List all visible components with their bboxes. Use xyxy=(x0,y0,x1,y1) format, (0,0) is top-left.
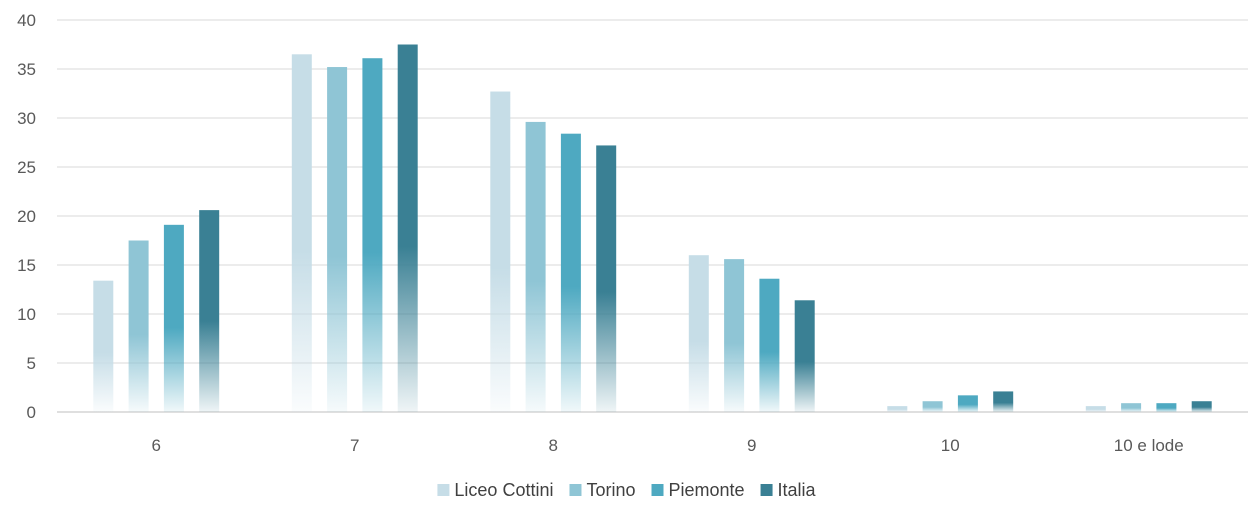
x-tick-label: 10 e lode xyxy=(1114,436,1184,455)
bar-liceo-cottini-10-e-lode xyxy=(1085,406,1106,412)
x-axis-ticks: 6 7 8 9 10 10 e lode xyxy=(152,436,1184,455)
bar-torino-10-e-lode xyxy=(1121,403,1142,412)
legend-label: Liceo Cottini xyxy=(454,480,553,500)
y-axis-ticks: 0 5 10 15 20 25 30 35 40 xyxy=(17,11,36,422)
bar-italia-10-e-lode xyxy=(1191,401,1212,412)
legend: Liceo Cottini Torino Piemonte Italia xyxy=(437,480,817,500)
bar-italia-9 xyxy=(794,300,815,412)
bar-italia-6 xyxy=(199,210,220,412)
bar-italia-10 xyxy=(993,391,1014,412)
x-tick-label: 6 xyxy=(152,436,161,455)
y-tick-label: 5 xyxy=(27,354,36,373)
legend-label: Torino xyxy=(586,480,635,500)
bar-piemonte-8 xyxy=(560,133,581,412)
y-tick-label: 35 xyxy=(17,60,36,79)
legend-label: Piemonte xyxy=(669,480,745,500)
x-tick-label: 10 xyxy=(941,436,960,455)
bar-piemonte-6 xyxy=(163,224,184,412)
bar-piemonte-9 xyxy=(759,278,780,412)
bar-italia-8 xyxy=(596,145,617,412)
bar-italia-7 xyxy=(397,44,418,412)
x-tick-label: 8 xyxy=(549,436,558,455)
bar-torino-10 xyxy=(922,401,943,412)
bar-piemonte-10 xyxy=(957,395,978,412)
legend-item-torino: Torino xyxy=(569,480,636,500)
y-tick-label: 10 xyxy=(17,305,36,324)
x-tick-label: 9 xyxy=(747,436,756,455)
bar-torino-7 xyxy=(327,67,348,412)
bar-liceo-cottini-7 xyxy=(291,54,312,413)
y-tick-label: 15 xyxy=(17,256,36,275)
legend-swatch xyxy=(569,484,582,496)
y-tick-label: 0 xyxy=(27,403,36,422)
y-tick-label: 40 xyxy=(17,11,36,30)
y-tick-label: 25 xyxy=(17,158,36,177)
x-tick-label: 7 xyxy=(350,436,359,455)
legend-swatch xyxy=(437,484,450,496)
bar-torino-9 xyxy=(724,259,745,412)
bar-liceo-cottini-10 xyxy=(887,406,908,412)
legend-item-liceo-cottini: Liceo Cottini xyxy=(437,480,553,500)
legend-swatch xyxy=(651,484,664,496)
bar-piemonte-7 xyxy=(362,58,383,412)
bar-liceo-cottini-9 xyxy=(688,255,709,412)
legend-item-italia: Italia xyxy=(760,480,817,500)
legend-item-piemonte: Piemonte xyxy=(651,480,745,500)
bar-piemonte-10-e-lode xyxy=(1156,403,1177,412)
bar-liceo-cottini-8 xyxy=(490,91,511,412)
legend-swatch xyxy=(760,484,773,496)
bars xyxy=(93,44,1212,413)
bar-liceo-cottini-6 xyxy=(93,280,114,412)
gridlines xyxy=(57,19,1248,413)
bar-torino-8 xyxy=(525,121,546,413)
bar-torino-6 xyxy=(128,240,149,412)
legend-label: Italia xyxy=(778,480,817,500)
y-tick-label: 30 xyxy=(17,109,36,128)
y-tick-label: 20 xyxy=(17,207,36,226)
